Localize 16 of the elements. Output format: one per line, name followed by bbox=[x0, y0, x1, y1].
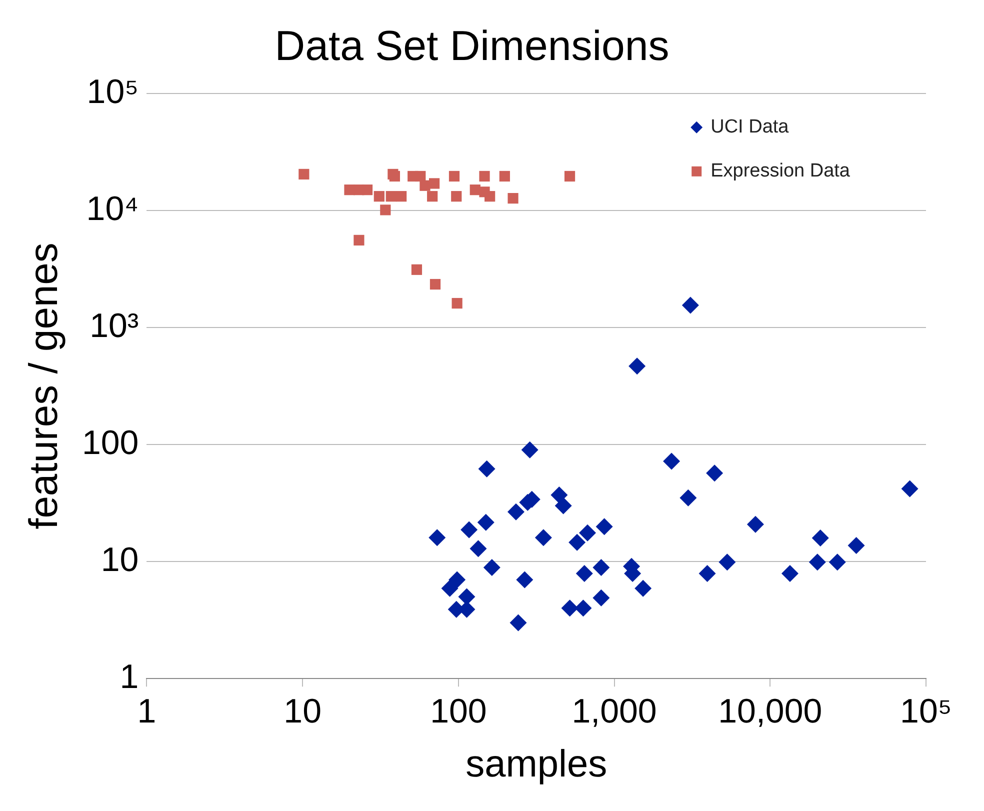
x-axis-title: samples bbox=[466, 744, 608, 786]
y-axis-title: features / genes bbox=[22, 242, 66, 530]
x-tick-label: 10,000 bbox=[718, 692, 822, 730]
y-tick-label: 10⁴ bbox=[86, 190, 139, 228]
y-tick-label: 10⁵ bbox=[86, 72, 139, 111]
x-tick-label: 1,000 bbox=[572, 692, 657, 730]
y-tick-label: 1 bbox=[120, 658, 139, 696]
y-tick-label: 10 bbox=[100, 540, 139, 579]
y-tick-label: 100 bbox=[82, 424, 139, 462]
x-tick-label: 10⁵ bbox=[900, 692, 952, 730]
y-tick-label: 10³ bbox=[90, 306, 139, 345]
x-tick-label: 10 bbox=[284, 692, 322, 730]
chart-title: Data Set Dimensions bbox=[274, 22, 670, 69]
legend-label: UCI Data bbox=[710, 116, 790, 138]
legend-label: Expression Data bbox=[710, 160, 850, 182]
x-tick-label: 100 bbox=[430, 692, 487, 730]
